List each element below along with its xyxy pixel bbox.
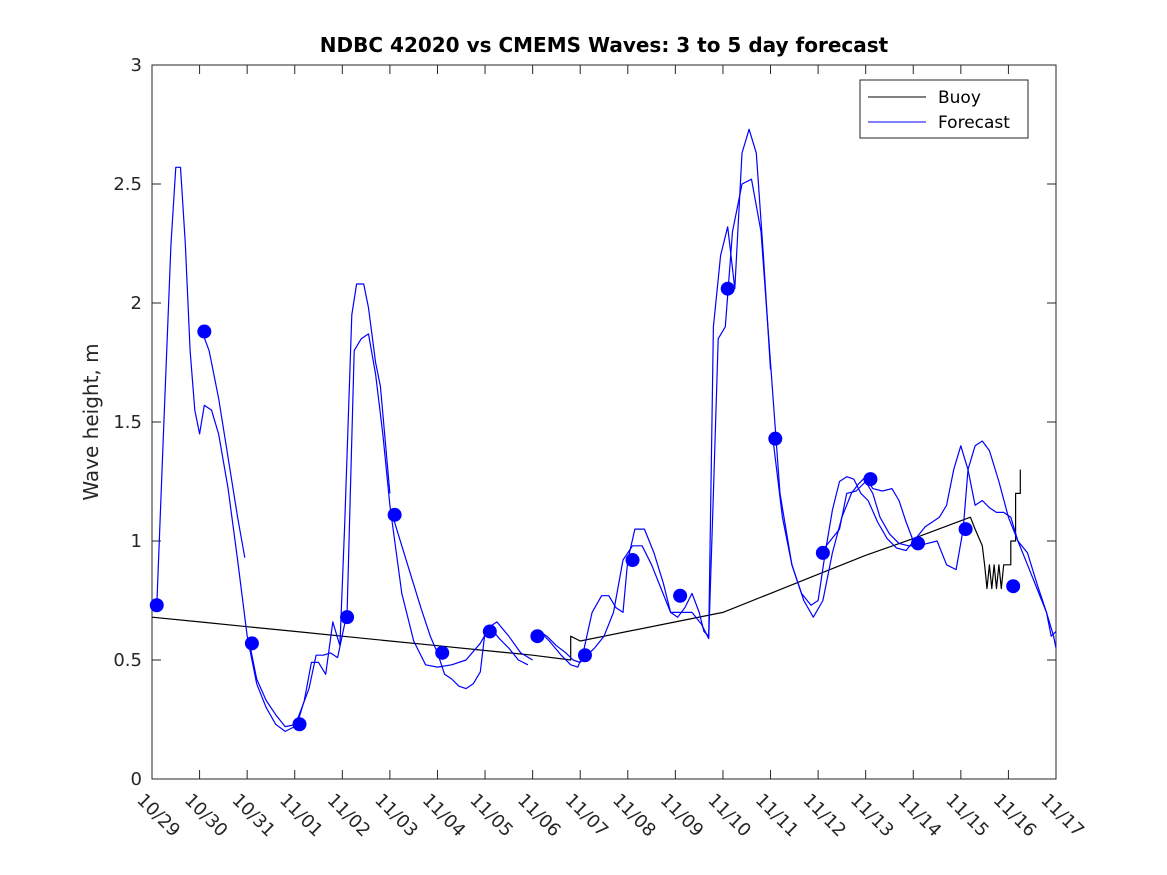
forecast-marker (720, 281, 735, 296)
y-tick-label: 0 (131, 769, 142, 790)
forecast-line (539, 128, 772, 664)
y-tick-label: 0.5 (113, 650, 142, 671)
axes-box (151, 64, 1057, 780)
y-tick-label: 1.5 (113, 412, 142, 433)
y-axis-label: Wave height, m (79, 343, 103, 500)
forecast-marker (958, 522, 973, 537)
forecast-line (820, 440, 1057, 649)
chart-title: NDBC 42020 vs CMEMS Waves: 3 to 5 day fo… (320, 33, 889, 57)
forecast-marker (625, 553, 640, 568)
forecast-line (391, 514, 529, 690)
forecast-marker (435, 645, 450, 660)
forecast-line (201, 331, 246, 558)
forecast-marker (530, 629, 545, 644)
y-tick-label: 2.5 (113, 174, 142, 195)
forecast-marker (768, 431, 783, 446)
forecast-marker (482, 624, 497, 639)
forecast-marker (387, 507, 402, 522)
forecast-marker (340, 610, 355, 625)
y-tick-label: 1 (131, 531, 142, 552)
legend-label-forecast: Forecast (938, 113, 1010, 133)
forecast-marker (815, 545, 830, 560)
legend: Buoy Forecast (859, 79, 1029, 139)
forecast-marker (673, 588, 688, 603)
forecast-marker (1006, 579, 1021, 594)
forecast-marker (149, 598, 164, 613)
buoy-line (151, 469, 1021, 661)
forecast-line (532, 178, 914, 668)
forecast-line (156, 166, 295, 733)
forecast-marker (292, 717, 307, 732)
y-tick-label: 3 (131, 55, 142, 76)
legend-box (859, 79, 1029, 139)
forecast-line (248, 283, 391, 728)
forecast-marker (197, 324, 212, 339)
y-tick-label: 2 (131, 293, 142, 314)
forecast-marker (577, 648, 592, 663)
plot-area: 00.511.522.5310/2910/3010/3111/0111/0211… (113, 55, 1088, 841)
forecast-marker (863, 472, 878, 487)
forecast-marker (244, 636, 259, 651)
series-layer (149, 128, 1057, 733)
forecast-marker (911, 536, 926, 551)
legend-label-buoy: Buoy (938, 88, 981, 108)
